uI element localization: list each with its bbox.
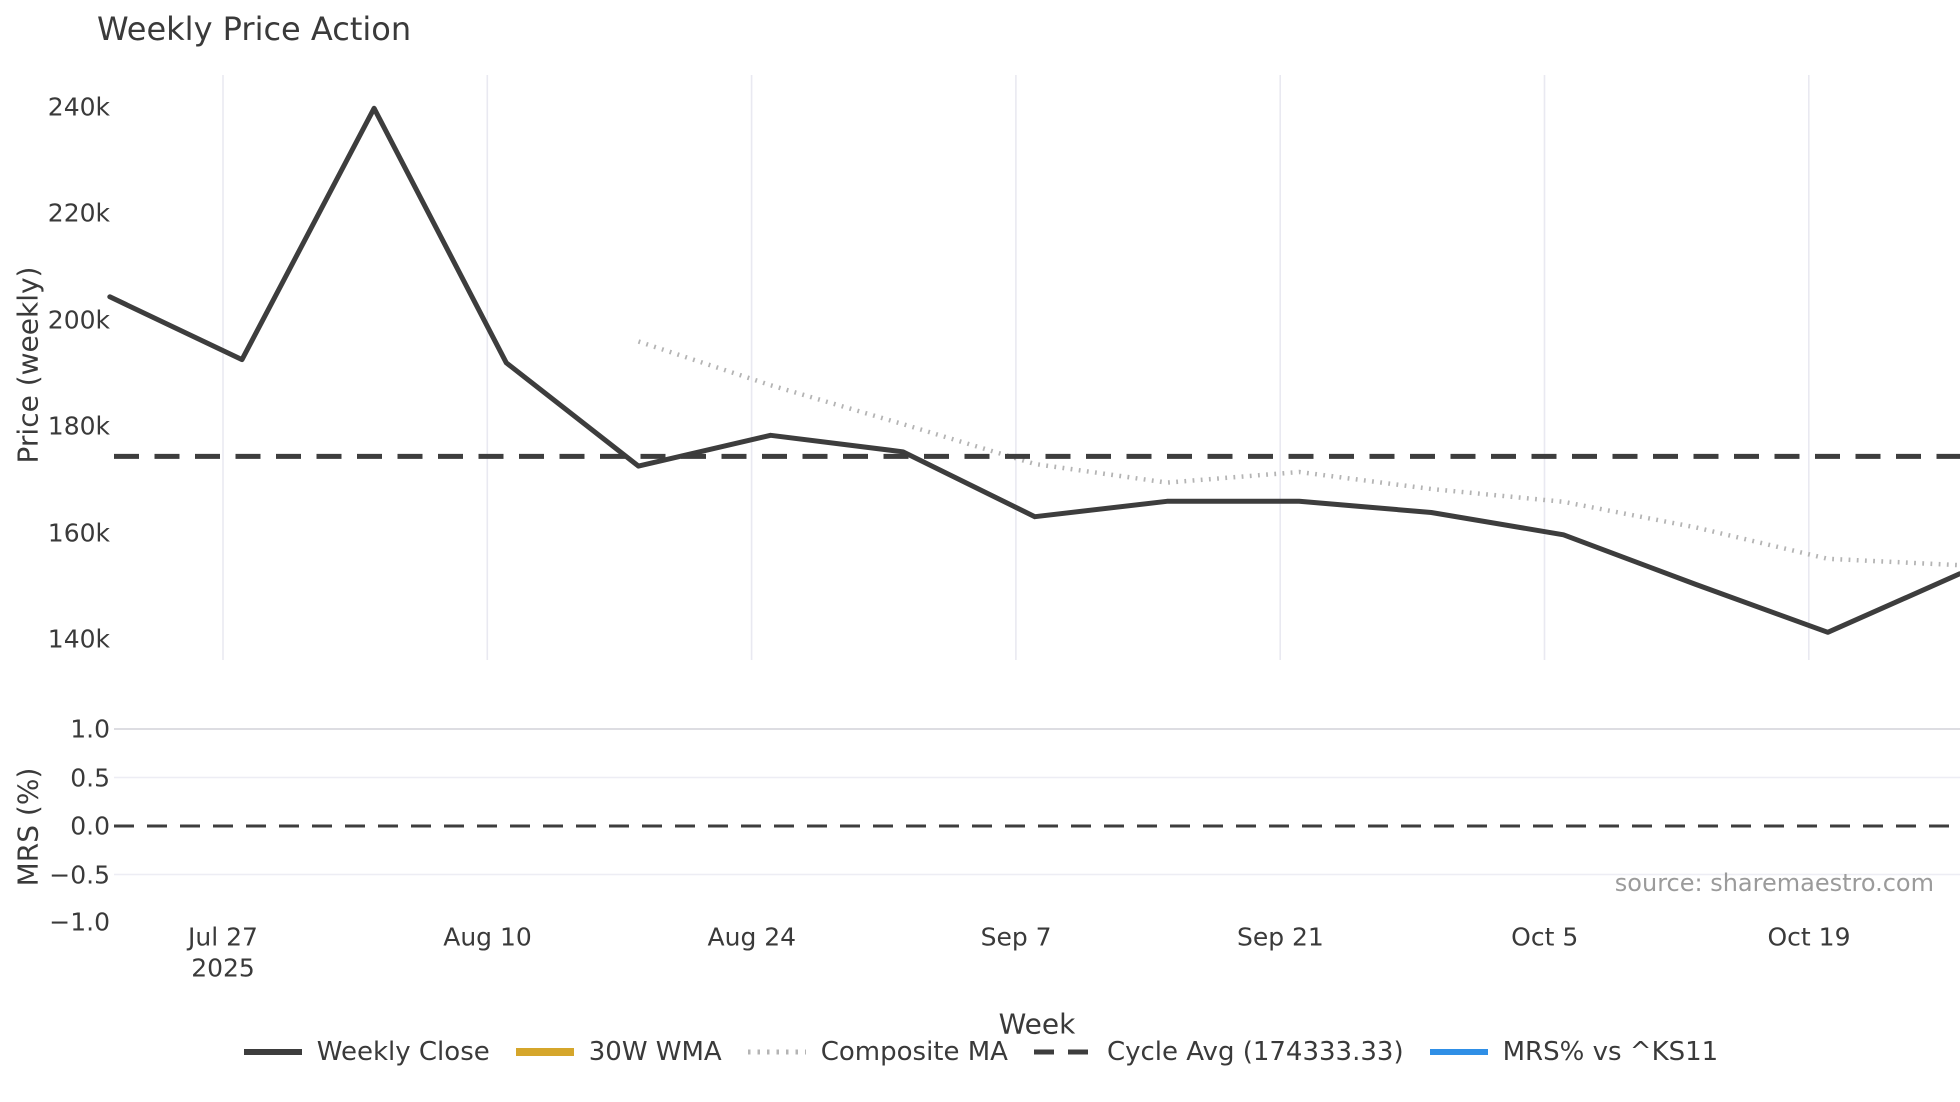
legend-item-composite-ma: Composite MA: [746, 1037, 1008, 1067]
x-tick-year: 2025: [191, 953, 255, 983]
legend-label: 30W WMA: [588, 1037, 722, 1067]
chart-title: Weekly Price Action: [97, 10, 412, 48]
legend-item-30w-wma: 30W WMA: [514, 1037, 722, 1067]
series-weekly-close: [107, 105, 1960, 635]
price-tick-200k: 200k: [47, 305, 110, 335]
legend-swatch-solid-blue-icon: [1429, 1049, 1488, 1055]
x-tick-aug10: Aug 10: [443, 922, 532, 952]
series-composite-ma: [637, 339, 1960, 568]
price-tick-180k: 180k: [47, 411, 110, 441]
chart-legend: Weekly Close 30W WMA Composite MA Cycle …: [0, 1037, 1960, 1067]
x-tick-oct19: Oct 19: [1767, 922, 1851, 952]
mrs-tick-05: 0.5: [70, 763, 110, 792]
legend-label: Composite MA: [820, 1037, 1008, 1067]
x-tick-aug24: Aug 24: [707, 922, 797, 952]
source-note: source: sharemaestro.com: [1614, 869, 1934, 897]
x-tick-oct5: Oct 5: [1511, 922, 1579, 952]
legend-swatch-solid-dark-icon: [243, 1049, 302, 1055]
mrs-axis-label: MRS (%): [11, 767, 45, 887]
price-tick-220k: 220k: [47, 198, 110, 228]
legend-label: Weekly Close: [316, 1037, 490, 1067]
mrs-tick-neg1: −1.0: [49, 907, 110, 937]
legend-item-mrs: MRS% vs ^KS11: [1428, 1037, 1719, 1067]
x-tick-sep21: Sep 21: [1236, 922, 1324, 952]
legend-item-cycle-avg: Cycle Avg (174333.33): [1032, 1037, 1404, 1067]
legend-swatch-solid-gold-icon: [515, 1048, 574, 1056]
mrs-tick-neg05: −0.5: [49, 860, 110, 889]
legend-swatch-dotted-icon: [747, 1049, 806, 1055]
x-axis-label: Week: [998, 1007, 1076, 1041]
legend-item-weekly-close: Weekly Close: [242, 1037, 490, 1067]
mrs-tick-0: 0.0: [70, 811, 110, 841]
price-tick-240k: 240k: [47, 92, 110, 122]
x-tick-jul27: Jul 27: [188, 922, 258, 952]
price-tick-160k: 160k: [47, 518, 110, 548]
price-axis-label: Price (weekly): [11, 266, 45, 464]
price-tick-140k: 140k: [47, 624, 110, 654]
legend-label: Cycle Avg (174333.33): [1106, 1037, 1404, 1067]
legend-swatch-dashed-icon: [1033, 1049, 1092, 1055]
legend-label: MRS% vs ^KS11: [1502, 1037, 1719, 1067]
x-tick-sep7: Sep 7: [980, 922, 1052, 952]
mrs-tick-1: 1.0: [70, 714, 110, 744]
